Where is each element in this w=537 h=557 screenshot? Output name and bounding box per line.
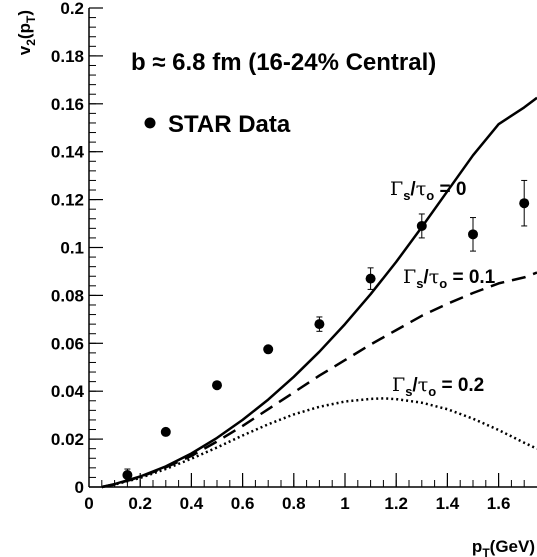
data-point: [122, 470, 133, 481]
x-tick-label: 0.8: [282, 494, 306, 513]
curve-gamma-0-label: Γs/τo = 0: [390, 178, 466, 203]
axes: 0 0.02 0.04 0.06 0.08 0.1 0.12 0.14 0.16 0.18 0.2 0…: [51, 0, 537, 513]
x-tick-label: 0.6: [231, 494, 255, 513]
y-tick-label: 0.02: [51, 430, 84, 449]
data-point: [416, 220, 427, 231]
x-axis-label: pT(GeV): [472, 537, 535, 557]
y-tick-label: 0.08: [51, 286, 84, 305]
y-tick-label: 0.12: [51, 191, 84, 210]
data-point: [212, 380, 222, 391]
y-tick-label: 0.14: [51, 143, 85, 162]
x-tick-label: 0.2: [128, 494, 152, 513]
data-point: [160, 426, 171, 437]
legend-label: STAR Data: [168, 111, 291, 138]
chart-labels: pT(GeV) v2(pT) b ≈ 6.8 fm (16-24% Central)…: [15, 10, 535, 557]
x-tick-label: 1.6: [487, 494, 511, 513]
centrality-annotation: b ≈ 6.8 fm (16-24% Central): [131, 49, 436, 76]
y-tick-label: 0.06: [51, 334, 84, 353]
data-point: [263, 344, 274, 355]
y-axis-label: v2(pT): [15, 10, 38, 55]
y-tick-label: 0.1: [60, 239, 84, 258]
y-tick-label: 0.2: [60, 0, 84, 18]
curve-gamma-0-1-label: Γs/τo = 0.1: [403, 266, 496, 291]
data-point: [314, 319, 325, 330]
curve-gamma-0-2: [101, 397, 537, 489]
curve-gamma-0-1: [101, 271, 537, 489]
x-tick-label: 0.4: [180, 494, 204, 513]
x-tick-label: 1.4: [436, 494, 460, 513]
y-tick-label: 0.18: [51, 47, 84, 66]
model-curves: [101, 96, 537, 489]
x-tick-label: 1.2: [384, 494, 408, 513]
curve-gamma-0-2-label: Γs/τo = 0.2: [392, 374, 484, 399]
y-tick-label: 0.04: [51, 382, 85, 401]
star-data-points: [122, 179, 530, 482]
data-point: [468, 229, 478, 240]
y-tick-label: 0.16: [51, 95, 84, 114]
x-tick-label: 1: [340, 494, 349, 513]
data-point: [365, 273, 376, 284]
legend-marker: [144, 117, 156, 129]
y-tick-label: 0: [75, 478, 84, 497]
data-point: [519, 198, 530, 209]
x-tick-label: 0: [84, 494, 93, 513]
